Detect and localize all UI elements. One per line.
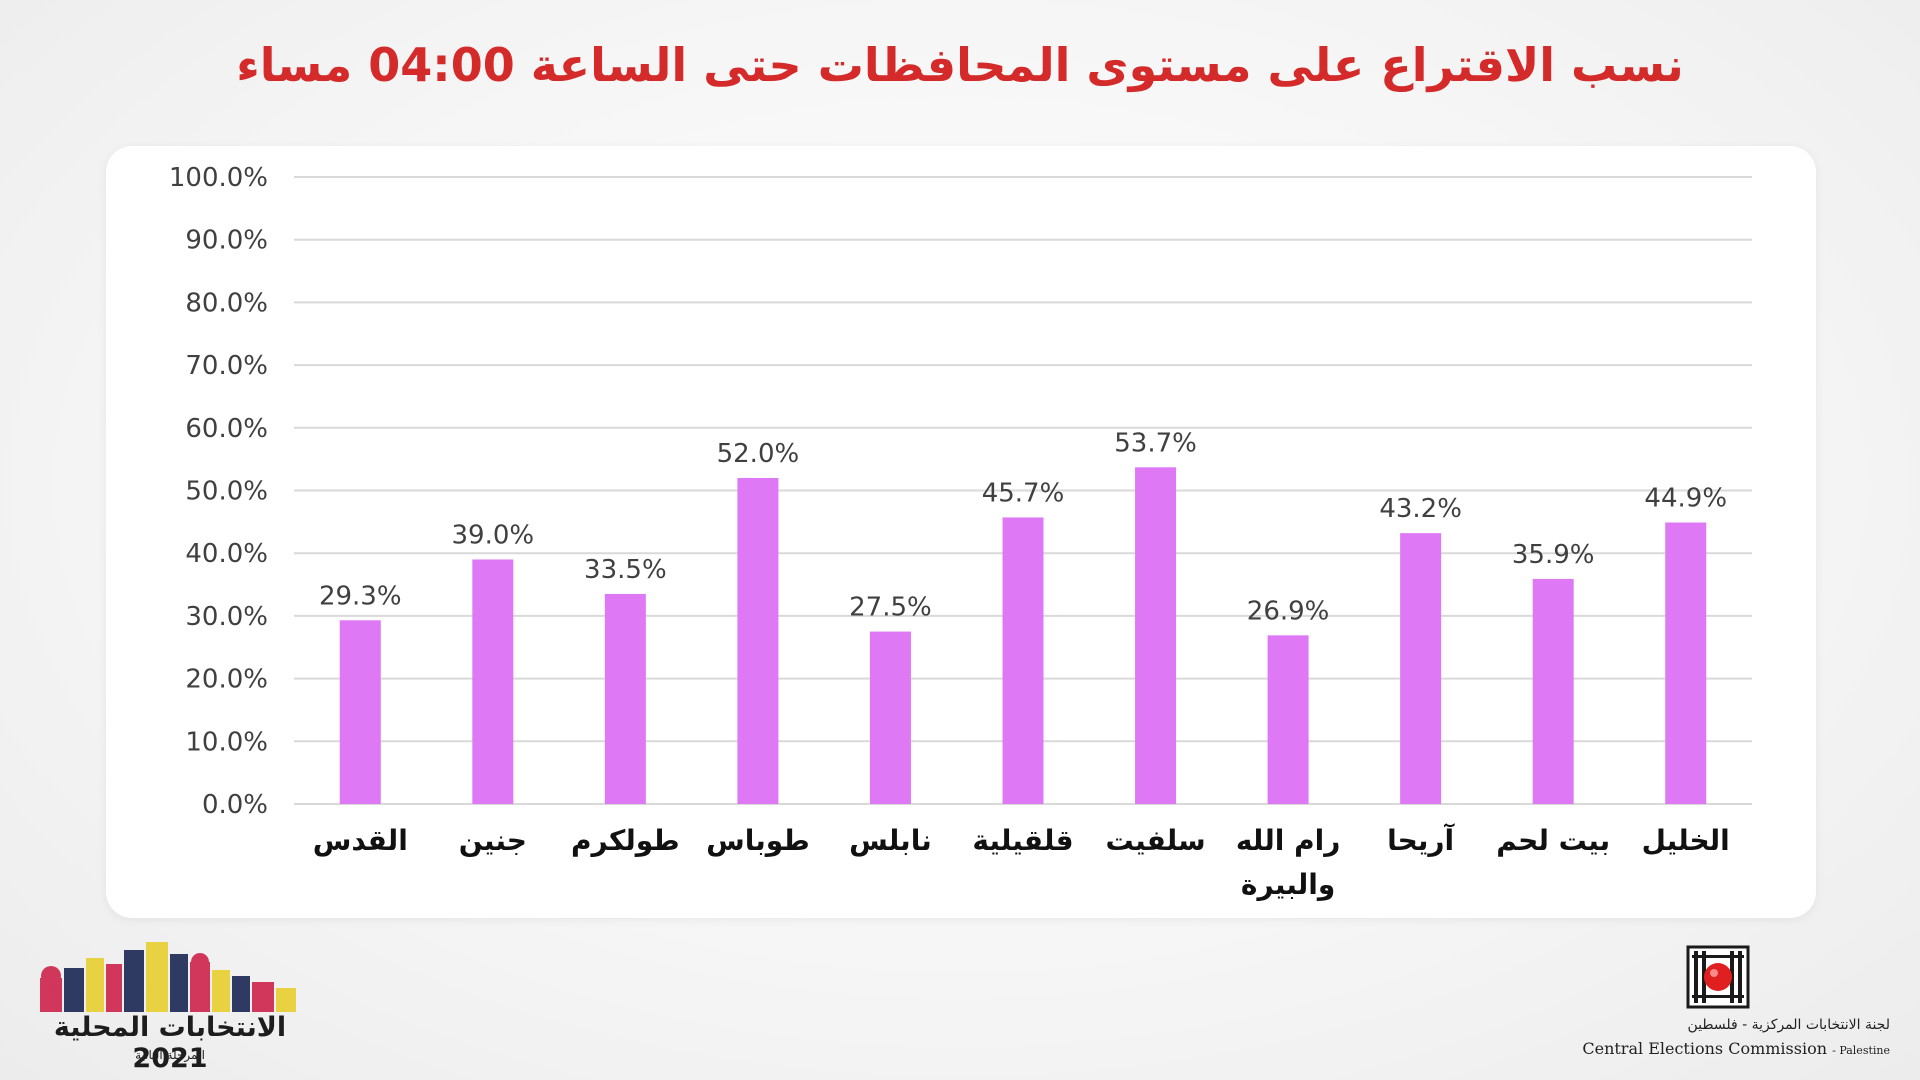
data-label: 27.5% [849,593,932,623]
bar [1002,517,1044,804]
cec-arabic-name: لجنة الانتخابات المركزية - فلسطين [1687,1017,1890,1033]
cec-english-title: Central Elections Commission [1582,1039,1828,1058]
bar [1400,533,1442,804]
bar [339,620,381,804]
data-label: 29.3% [319,581,402,611]
cec-english-name: Central Elections Commission - Palestine [1582,1039,1890,1058]
data-label: 35.9% [1512,540,1595,570]
x-tick-label: بيت لحم [1496,824,1610,857]
bar [472,559,514,804]
data-label: 45.7% [982,478,1065,508]
bar-chart: 0.0% 10.0% 20.0% 30.0% 40.0% 50.0% 60.0% 70.0% 8… [169,163,1752,901]
x-tick-label: آريحا [1387,823,1455,857]
bar [737,477,779,804]
bar [1665,522,1707,804]
y-tick-label: 30.0% [185,602,268,632]
x-tick-label: الخليل [1642,824,1730,857]
y-tick-label: 100.0% [169,163,268,193]
bar [604,593,646,804]
phase-caption: المرحلة الثانية [135,1048,205,1062]
chart-title: نسب الاقتراع على مستوى المحافظات حتى الس… [236,38,1684,92]
y-tick-label: 0.0% [202,790,268,820]
y-tick-label: 80.0% [185,288,268,318]
bar [1532,578,1574,804]
cec-english-suffix: - Palestine [1832,1044,1890,1057]
y-tick-label: 20.0% [185,665,268,695]
data-label: 26.9% [1247,596,1330,626]
data-label: 33.5% [584,555,667,585]
data-label: 52.0% [717,439,800,469]
local-elections-2021-logo: الانتخابات المحلية 2021 المرحلة الثانية [30,940,310,1074]
cec-emblem-icon [1686,945,1750,1009]
y-tick-label: 90.0% [185,226,268,256]
x-tick-label: طوباس [706,824,810,857]
x-tick-label: رام الله والبيرة [1236,824,1341,901]
y-tick-label: 70.0% [185,351,268,381]
city-skyline-icon [40,942,296,1012]
x-tick-label: قلقيلية [972,824,1073,857]
data-label: 43.2% [1379,494,1462,524]
bar [869,631,911,804]
y-tick-label: 40.0% [185,539,268,569]
x-tick-label: جنين [459,824,527,857]
y-tick-label: 10.0% [185,727,268,757]
y-tick-label: 60.0% [185,414,268,444]
data-label: 44.9% [1644,483,1727,513]
cec-logo: لجنة الانتخابات المركزية - فلسطين Centra… [1570,945,1890,1065]
data-label: 53.7% [1114,428,1197,458]
bar [1135,467,1177,804]
x-tick-label: سلفيت [1105,824,1205,857]
local-elections-caption: الانتخابات المحلية 2021 [53,1012,287,1074]
chart-card: 0.0% 10.0% 20.0% 30.0% 40.0% 50.0% 60.0% 70.0% 8… [106,146,1816,918]
x-tick-label: نابلس [849,824,932,857]
x-tick-label: القدس [313,824,408,857]
y-tick-label: 50.0% [185,477,268,507]
x-tick-label: طولكرم [571,824,680,857]
bar [1267,635,1309,804]
data-label: 39.0% [452,520,535,550]
